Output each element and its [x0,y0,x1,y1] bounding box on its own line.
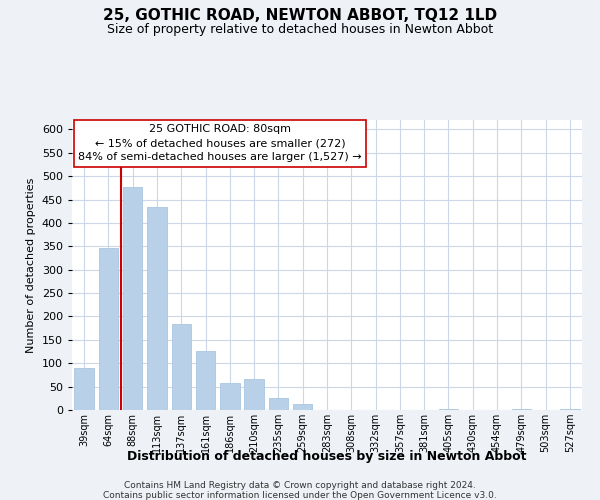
Bar [99,248,118,410]
Bar [439,408,458,410]
Bar [74,368,94,410]
Text: Size of property relative to detached houses in Newton Abbot: Size of property relative to detached ho… [107,22,493,36]
Bar [220,384,239,410]
Bar [196,351,215,410]
Bar [123,187,142,410]
Text: 25 GOTHIC ROAD: 80sqm
← 15% of detached houses are smaller (272)
84% of semi-det: 25 GOTHIC ROAD: 80sqm ← 15% of detached … [78,124,362,162]
Text: 25, GOTHIC ROAD, NEWTON ABBOT, TQ12 1LD: 25, GOTHIC ROAD, NEWTON ABBOT, TQ12 1LD [103,8,497,22]
Text: Distribution of detached houses by size in Newton Abbot: Distribution of detached houses by size … [127,450,527,463]
Text: Contains HM Land Registry data © Crown copyright and database right 2024.: Contains HM Land Registry data © Crown c… [124,481,476,490]
Y-axis label: Number of detached properties: Number of detached properties [26,178,36,352]
Bar [293,404,313,410]
Bar [147,208,167,410]
Bar [269,398,288,410]
Bar [560,409,580,410]
Bar [244,378,264,410]
Bar [172,324,191,410]
Text: Contains public sector information licensed under the Open Government Licence v3: Contains public sector information licen… [103,491,497,500]
Bar [512,409,531,410]
